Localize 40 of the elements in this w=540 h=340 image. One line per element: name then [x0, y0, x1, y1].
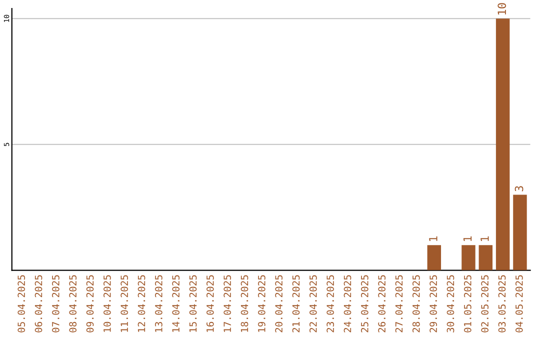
x-tick-label: 02.05.2025	[481, 275, 488, 332]
x-tick-label: 27.04.2025	[395, 275, 403, 332]
x-tick-label: 11.04.2025	[120, 275, 128, 332]
x-tick-label: 15.04.2025	[189, 275, 197, 332]
x-tick-label: 18.04.2025	[240, 275, 248, 332]
x-tick-label: 08.04.2025	[69, 275, 77, 332]
bar	[478, 245, 493, 270]
x-tick-label: 21.04.2025	[292, 275, 300, 332]
x-tick-label: 24.04.2025	[344, 275, 352, 332]
x-tick-label: 14.04.2025	[172, 275, 180, 332]
bar	[427, 245, 442, 270]
x-tick-label: 05.04.2025	[18, 275, 26, 332]
x-tick-label: 22.04.2025	[309, 275, 317, 332]
x-tick-label: 13.04.2025	[154, 275, 162, 332]
data-label: 1	[463, 236, 472, 242]
data-label: 1	[480, 236, 489, 242]
x-tick-label: 30.04.2025	[446, 275, 454, 332]
x-tick-label: 29.04.2025	[430, 275, 437, 332]
x-tick-label: 17.04.2025	[224, 275, 232, 332]
x-tick-label: 12.04.2025	[138, 275, 146, 332]
x-tick-label: 19.04.2025	[258, 275, 266, 332]
bar	[462, 245, 476, 270]
x-tick-label: 01.05.2025	[464, 275, 472, 332]
x-tick-label: 16.04.2025	[206, 275, 214, 332]
x-tick-label: 07.04.2025	[52, 275, 60, 332]
x-tick-label: 09.04.2025	[86, 275, 94, 332]
x-tick-label: 20.04.2025	[275, 275, 283, 332]
data-label: 3	[514, 186, 524, 192]
x-tick-label: 25.04.2025	[360, 275, 368, 332]
bar	[496, 18, 510, 270]
data-label: 10	[498, 3, 506, 14]
x-tick-label: 04.05.2025	[515, 275, 523, 332]
x-tick-label: 10.04.2025	[104, 275, 111, 332]
x-tick-label: 28.04.2025	[412, 275, 420, 332]
data-label: 1	[429, 236, 438, 242]
x-tick-label: 06.04.2025	[34, 275, 42, 332]
x-tick-label: 23.04.2025	[326, 275, 334, 332]
bar	[513, 194, 527, 270]
x-tick-label: 26.04.2025	[378, 275, 386, 332]
x-tick-label: 03.05.2025	[498, 275, 506, 332]
